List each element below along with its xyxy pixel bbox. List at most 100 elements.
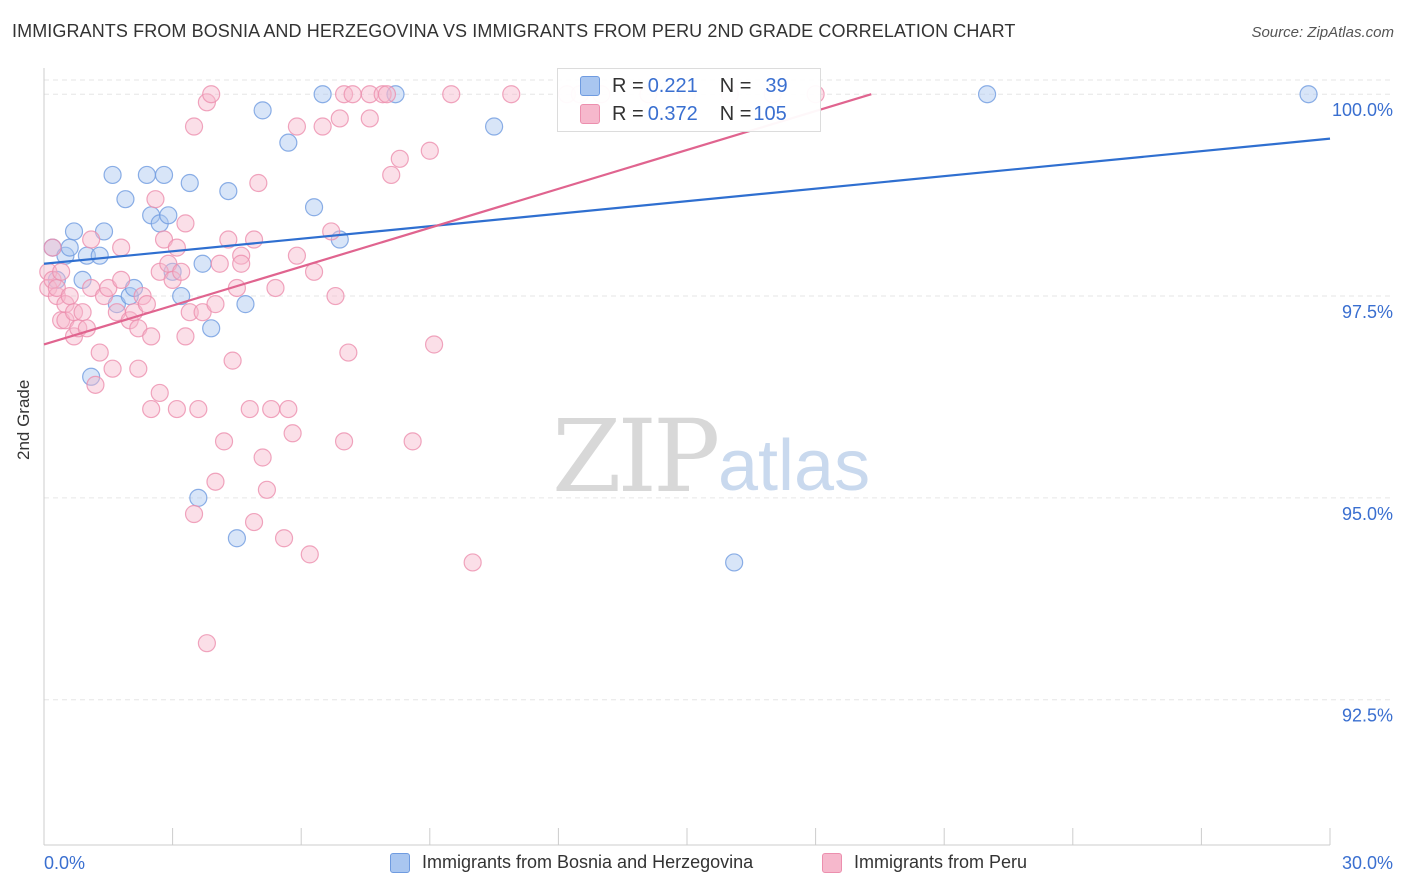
stats-swatch-peru [580, 104, 600, 124]
stats-r-value: 0.221 [647, 74, 698, 97]
point-peru [360, 109, 379, 128]
y-tick-label: 97.5% [1342, 302, 1393, 322]
stats-box: R = 0.221 N = 39 R = 0.372 N = 105 [557, 68, 821, 132]
legend-item-bosnia[interactable]: Immigrants from Bosnia and Herzegovina [390, 852, 753, 873]
point-peru [262, 399, 281, 419]
point-peru [382, 165, 401, 185]
point-bosnia [485, 117, 504, 136]
x-tick-label-min: 0.0% [44, 853, 85, 873]
point-bosnia [193, 254, 212, 273]
point-peru [502, 85, 521, 104]
stats-n-label: N = [719, 74, 752, 97]
point-bosnia [227, 529, 246, 548]
point-peru [214, 432, 234, 451]
point-bosnia [90, 246, 109, 265]
point-bosnia [116, 190, 135, 209]
source-label: Source: ZipAtlas.com [1251, 24, 1394, 41]
point-peru [176, 327, 195, 346]
point-peru [266, 278, 285, 298]
point-peru [420, 141, 439, 160]
point-peru [193, 303, 212, 322]
legend-item-peru[interactable]: Immigrants from Peru [822, 852, 1027, 873]
point-peru [137, 295, 156, 314]
point-bosnia [304, 198, 324, 217]
legend: Immigrants from Bosnia and Herzegovina I… [0, 852, 1406, 878]
point-peru [257, 480, 277, 499]
stats-row-peru: R = 0.372 N = 105 [580, 101, 787, 127]
point-peru [206, 472, 225, 491]
point-peru [180, 303, 199, 322]
point-bosnia [236, 295, 255, 314]
point-peru [287, 246, 307, 265]
point-peru [103, 359, 122, 378]
point-bosnia [202, 319, 221, 338]
point-peru [300, 545, 319, 564]
point-peru [343, 85, 362, 104]
stats-r-label: R = [612, 102, 644, 125]
legend-swatch-peru [822, 852, 842, 873]
point-bosnia [94, 222, 114, 241]
point-peru [189, 399, 208, 419]
point-peru [60, 286, 79, 306]
point-peru [313, 117, 332, 136]
point-bosnia [154, 165, 174, 185]
point-peru [373, 85, 392, 104]
legend-label-peru: Immigrants from Peru [854, 852, 1028, 872]
point-bosnia [977, 85, 997, 104]
point-peru [403, 432, 422, 451]
point-peru [206, 295, 225, 314]
point-peru [176, 214, 195, 233]
point-peru [184, 504, 204, 524]
point-peru [133, 286, 152, 306]
point-peru [172, 262, 191, 281]
point-peru [112, 238, 131, 257]
point-peru [249, 173, 268, 193]
point-peru [167, 238, 186, 257]
legend-label-bosnia: Immigrants from Bosnia and Herzegovina [422, 852, 754, 872]
point-bosnia [82, 367, 101, 386]
point-peru [219, 230, 238, 249]
point-bosnia [189, 488, 208, 507]
point-bosnia [172, 286, 191, 306]
point-peru [202, 85, 221, 104]
point-peru [43, 238, 62, 257]
point-peru [112, 270, 131, 289]
point-bosnia [253, 101, 272, 120]
point-peru [334, 432, 354, 451]
point-peru [240, 399, 259, 419]
point-peru [82, 230, 101, 249]
point-peru [283, 424, 302, 443]
point-peru [86, 375, 105, 394]
point-bosnia [159, 206, 178, 225]
stats-n-value: 105 [753, 102, 787, 125]
legend-swatch-bosnia [390, 852, 410, 873]
point-bosnia [137, 165, 156, 185]
point-peru [232, 254, 251, 273]
x-tick-label-max: 30.0% [1342, 853, 1393, 873]
point-peru [142, 327, 161, 346]
point-peru [377, 85, 397, 104]
point-bosnia [103, 165, 122, 185]
stats-r-label: R = [612, 74, 644, 97]
point-peru [52, 262, 71, 281]
point-peru [197, 93, 216, 112]
point-bosnia [219, 181, 238, 201]
point-bosnia [725, 553, 744, 572]
point-peru [304, 262, 324, 281]
point-bosnia [64, 222, 84, 241]
chart-title: IMMIGRANTS FROM BOSNIA AND HERZEGOVINA V… [12, 21, 1016, 41]
point-peru [274, 529, 294, 548]
point-bosnia [279, 133, 298, 152]
point-bosnia [60, 238, 79, 257]
point-peru [210, 254, 229, 273]
point-peru [390, 149, 409, 168]
point-peru [279, 399, 298, 419]
trendline-bosnia [43, 137, 1331, 265]
stats-swatch-bosnia [580, 76, 600, 96]
point-peru [223, 351, 242, 370]
point-peru [330, 109, 349, 128]
stats-row-bosnia: R = 0.221 N = 39 [580, 73, 788, 99]
point-peru [197, 634, 216, 653]
point-bosnia [1299, 85, 1318, 104]
